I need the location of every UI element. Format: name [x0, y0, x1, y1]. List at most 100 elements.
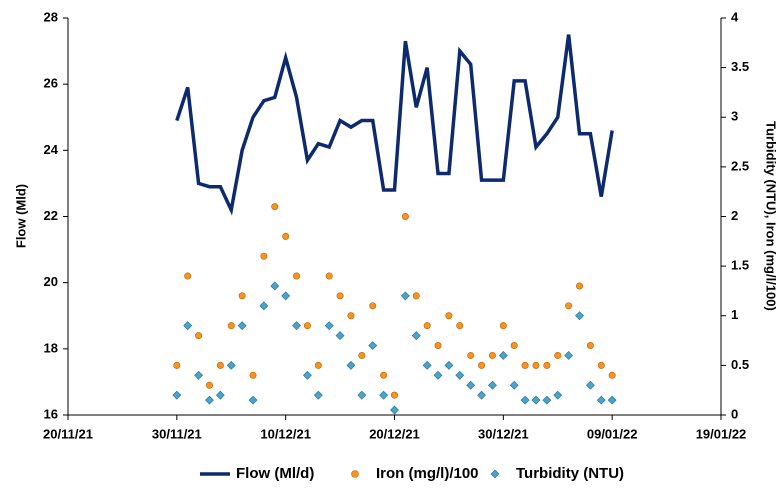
y2-tick-label: 3 [731, 109, 738, 124]
turbidity-point [346, 360, 356, 370]
iron-point [521, 361, 529, 369]
turbidity-point [215, 390, 225, 400]
iron-point [597, 361, 605, 369]
turbidity-point [368, 341, 378, 350]
x-tick-label: 30/11/21 [152, 426, 202, 441]
turbidity-point [477, 390, 486, 400]
turbidity-point [248, 395, 258, 405]
iron-point [380, 371, 388, 379]
turbidity-point [488, 380, 497, 390]
x-tick-label: 09/01/22 [587, 426, 638, 441]
turbidity-point [509, 380, 519, 390]
turbidity-point [379, 390, 389, 400]
turbidity-point [313, 390, 323, 400]
y-tick-label: 28 [44, 9, 58, 24]
turbidity-point [400, 291, 410, 301]
iron-point [456, 322, 464, 330]
iron-point [499, 322, 507, 330]
turbidity-point [205, 395, 214, 405]
turbidity-point [498, 351, 508, 360]
iron-point [412, 292, 420, 300]
iron-point [423, 322, 431, 330]
iron-point [205, 381, 213, 389]
iron-point [260, 252, 268, 260]
turbidity-point [172, 390, 182, 400]
turbidity-point [324, 321, 334, 331]
y2-tick-label: 1 [731, 307, 738, 322]
iron-point [184, 272, 192, 280]
x-tick-label: 19/01/22 [696, 426, 747, 441]
legend-swatch [351, 470, 359, 478]
flow-line [175, 34, 614, 216]
iron-point [271, 203, 279, 211]
iron-point [216, 361, 224, 369]
turbidity-point [564, 351, 574, 360]
turbidity-point [390, 405, 399, 415]
iron-point [478, 361, 486, 369]
iron-point [293, 272, 301, 280]
y2-tick-label: 0 [731, 406, 738, 421]
iron-point [282, 232, 290, 240]
iron-point [390, 391, 398, 399]
turbidity-point [335, 331, 345, 341]
turbidity-point [607, 395, 617, 405]
iron-point [608, 371, 616, 379]
x-tick-label: 20/11/21 [43, 426, 93, 441]
x-tick-label: 10/12/21 [260, 426, 311, 441]
turbidity-point [531, 395, 541, 405]
iron-point [467, 351, 475, 359]
turbidity-point [455, 370, 465, 380]
x-tick-label: 20/12/21 [369, 426, 420, 441]
y2-tick-label: 2 [731, 208, 738, 223]
iron-point [238, 292, 246, 300]
turbidity-point [259, 301, 269, 311]
turbidity-point [357, 390, 367, 400]
iron-point [434, 342, 442, 350]
legend-label: Flow (Ml/d) [236, 465, 314, 482]
iron-point [336, 292, 344, 300]
iron-point [369, 302, 377, 310]
iron-point [510, 342, 518, 350]
y2-tick-label: 0.5 [731, 357, 749, 372]
legend-label: Turbidity (NTU) [516, 465, 624, 482]
iron-point [325, 272, 333, 280]
iron-point [249, 371, 257, 379]
turbidity-point [292, 321, 301, 331]
turbidity-point [520, 395, 530, 405]
iron-point [586, 342, 594, 350]
turbidity-point [411, 331, 421, 341]
turbidity-point [553, 390, 563, 400]
y-axis-label: Flow (Mld) [13, 184, 28, 248]
iron-point [532, 361, 540, 369]
turbidity-point [433, 370, 443, 380]
iron-point [303, 322, 311, 330]
y-tick-label: 26 [44, 76, 58, 91]
turbidity-point [466, 380, 476, 390]
iron-point [576, 282, 584, 290]
y-tick-label: 18 [44, 340, 58, 355]
y2-tick-label: 2.5 [731, 158, 749, 173]
y2-tick-label: 1.5 [731, 258, 749, 273]
turbidity-point [585, 380, 595, 390]
turbidity-point [281, 291, 291, 301]
x-tick-label: 30/12/21 [478, 426, 529, 441]
iron-point [488, 351, 496, 359]
iron-point [565, 302, 573, 310]
iron-point [358, 351, 366, 359]
turbidity-point [183, 321, 193, 331]
iron-point [173, 361, 181, 369]
y2-tick-label: 3.5 [731, 59, 749, 74]
iron-point [347, 312, 355, 320]
iron-point [314, 361, 322, 369]
iron-point [227, 322, 235, 330]
turbidity-point [270, 281, 280, 291]
turbidity-point [194, 370, 204, 380]
y-tick-label: 20 [44, 274, 58, 289]
turbidity-point [575, 311, 584, 321]
legend-swatch [490, 469, 500, 479]
iron-point [554, 351, 562, 359]
y-tick-label: 22 [44, 208, 58, 223]
y2-axis-label: Turbidity (NTU), Iron (mg/l/100) [764, 121, 779, 311]
turbidity-point [542, 395, 552, 405]
